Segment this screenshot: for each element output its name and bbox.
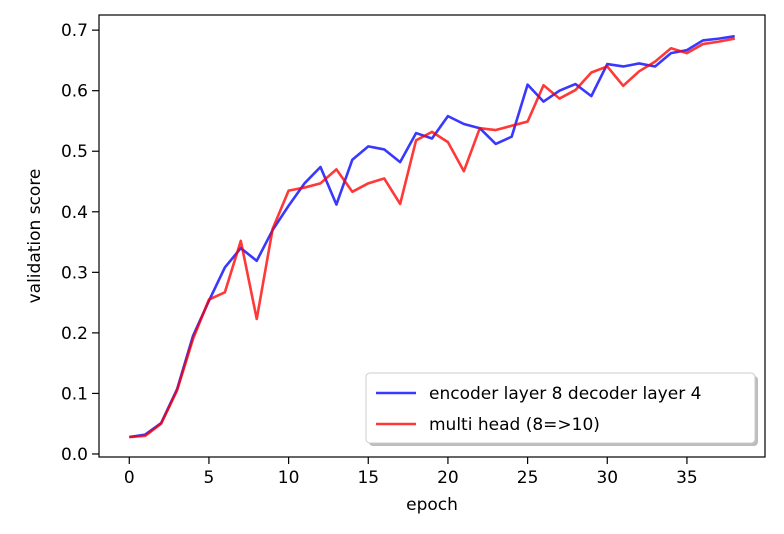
series-line-1 <box>129 34 735 439</box>
y-axis-label: validation score <box>25 169 45 304</box>
x-tick-label: 15 <box>357 468 379 488</box>
plot-frame <box>98 14 766 458</box>
y-tick-label: 0.1 <box>61 384 88 404</box>
y-tick-label: 0.5 <box>61 142 88 162</box>
y-tick-label: 0.2 <box>61 324 88 344</box>
y-tick-label: 0.6 <box>61 82 88 102</box>
x-tick-label: 10 <box>278 468 300 488</box>
legend: encoder layer 8 decoder layer 4 multi hea… <box>365 372 758 446</box>
x-tick-label: 0 <box>124 468 135 488</box>
x-tick-label: 30 <box>596 468 618 488</box>
x-tick-label: 35 <box>676 468 698 488</box>
series-line-2 <box>129 37 735 439</box>
y-tick-label: 0.7 <box>61 21 88 41</box>
legend-label-2: multi head (8=>10) <box>429 415 600 435</box>
x-tick-label: 25 <box>517 468 539 488</box>
axes: 0 5 10 15 20 25 30 35 0.0 0.1 0.2 0.3 0.4 0.5 0.6 0.7 <box>61 14 766 488</box>
y-tick-label: 0.4 <box>61 203 88 223</box>
plot-area <box>129 34 735 439</box>
x-tick-label: 20 <box>437 468 459 488</box>
y-tick-label: 0.3 <box>61 263 88 283</box>
y-tick-label: 0.0 <box>61 445 88 465</box>
legend-box <box>365 372 756 444</box>
legend-label-1: encoder layer 8 decoder layer 4 <box>429 384 701 404</box>
x-axis-label: epoch <box>406 495 458 515</box>
x-tick-label: 5 <box>204 468 215 488</box>
